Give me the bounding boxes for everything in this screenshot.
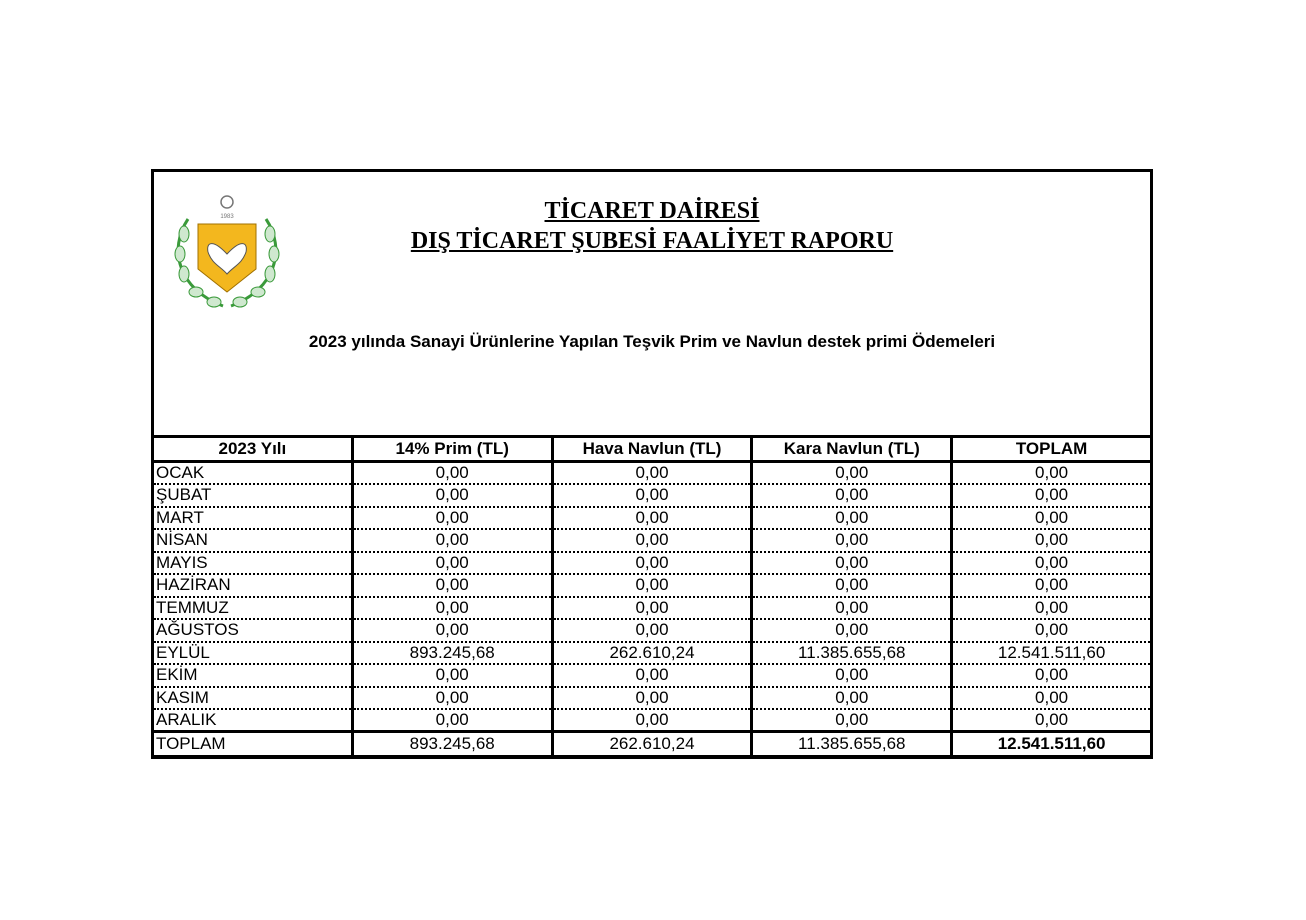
- value-cell: 0,00: [550, 619, 754, 643]
- value-cell: 0,00: [950, 506, 1153, 530]
- value-cell: 0,00: [950, 664, 1153, 688]
- value-cell: 0,00: [950, 709, 1153, 733]
- value-cell: 12.541.511,60: [950, 641, 1153, 665]
- column-header: 2023 Yılı: [151, 435, 354, 463]
- payments-table: 2023 Yılı 14% Prim (TL) Hava Navlun (TL) Ka…: [151, 435, 1153, 758]
- table-row: AĞUSTOS 0,00 0,00 0,00 0,00: [151, 619, 1153, 643]
- value-cell: 0,00: [750, 484, 954, 508]
- value-cell: 0,00: [350, 484, 554, 508]
- table-row: MAYIS 0,00 0,00 0,00 0,00: [151, 551, 1153, 575]
- table-row: MART 0,00 0,00 0,00 0,00: [151, 506, 1153, 530]
- month-cell: EKİM: [151, 664, 354, 688]
- value-cell: 0,00: [350, 461, 554, 485]
- table-row: KASIM 0,00 0,00 0,00 0,00: [151, 686, 1153, 710]
- value-cell: 11.385.655,68: [750, 641, 954, 665]
- value-cell: 0,00: [350, 529, 554, 553]
- value-cell: 0,00: [950, 529, 1153, 553]
- value-cell: 0,00: [550, 686, 754, 710]
- value-cell: 0,00: [350, 596, 554, 620]
- value-cell: 0,00: [750, 664, 954, 688]
- month-cell: MART: [151, 506, 354, 530]
- value-cell: 0,00: [750, 551, 954, 575]
- value-cell: 0,00: [950, 461, 1153, 485]
- value-cell: 0,00: [350, 709, 554, 733]
- total-value-cell: 11.385.655,68: [750, 730, 954, 758]
- month-cell: OCAK: [151, 461, 354, 485]
- value-cell: 0,00: [750, 596, 954, 620]
- value-cell: 0,00: [950, 551, 1153, 575]
- value-cell: 0,00: [550, 664, 754, 688]
- table-row: TEMMUZ 0,00 0,00 0,00 0,00: [151, 596, 1153, 620]
- value-cell: 0,00: [350, 619, 554, 643]
- value-cell: 0,00: [950, 484, 1153, 508]
- table-row: ARALIK 0,00 0,00 0,00 0,00: [151, 709, 1153, 733]
- month-cell: NİSAN: [151, 529, 354, 553]
- value-cell: 0,00: [350, 551, 554, 575]
- value-cell: 0,00: [950, 619, 1153, 643]
- total-row: TOPLAM 893.245,68 262.610,24 11.385.655,68 1…: [151, 730, 1153, 758]
- svg-text:1983: 1983: [220, 214, 234, 220]
- month-cell: KASIM: [151, 686, 354, 710]
- report-subtitle-heading: DIŞ TİCARET ŞUBESİ FAALİYET RAPORU: [410, 228, 894, 254]
- table-row: EYLÜL 893.245,68 262.610,24 11.385.655,68 12…: [151, 641, 1153, 665]
- table-row: NİSAN 0,00 0,00 0,00 0,00: [151, 529, 1153, 553]
- table-row: EKİM 0,00 0,00 0,00 0,00: [151, 664, 1153, 688]
- value-cell: 0,00: [550, 529, 754, 553]
- value-cell: 0,00: [350, 664, 554, 688]
- column-header: 14% Prim (TL): [350, 435, 554, 463]
- value-cell: 893.245,68: [350, 641, 554, 665]
- value-cell: 0,00: [550, 506, 754, 530]
- month-cell: EYLÜL: [151, 641, 354, 665]
- value-cell: 0,00: [750, 529, 954, 553]
- total-value-cell: 262.610,24: [550, 730, 754, 758]
- column-header: Hava Navlun (TL): [550, 435, 754, 463]
- value-cell: 0,00: [350, 506, 554, 530]
- table-row: OCAK 0,00 0,00 0,00 0,00: [151, 461, 1153, 485]
- value-cell: 0,00: [750, 574, 954, 598]
- value-cell: 0,00: [350, 574, 554, 598]
- table-row: HAZİRAN 0,00 0,00 0,00 0,00: [151, 574, 1153, 598]
- value-cell: 0,00: [550, 461, 754, 485]
- total-value-cell: 893.245,68: [350, 730, 554, 758]
- value-cell: 0,00: [350, 686, 554, 710]
- month-cell: ŞUBAT: [151, 484, 354, 508]
- value-cell: 0,00: [750, 461, 954, 485]
- table-row: ŞUBAT 0,00 0,00 0,00 0,00: [151, 484, 1153, 508]
- value-cell: 0,00: [750, 686, 954, 710]
- column-header: Kara Navlun (TL): [750, 435, 954, 463]
- value-cell: 0,00: [950, 596, 1153, 620]
- value-cell: 0,00: [950, 686, 1153, 710]
- value-cell: 0,00: [550, 484, 754, 508]
- total-label: TOPLAM: [151, 730, 354, 758]
- report-description: 2023 yılında Sanayi Ürünlerine Yapılan T…: [308, 332, 996, 351]
- value-cell: 0,00: [550, 596, 754, 620]
- value-cell: 0,00: [750, 619, 954, 643]
- value-cell: 262.610,24: [550, 641, 754, 665]
- coat-of-arms-logo: 1983: [174, 195, 280, 308]
- month-cell: ARALIK: [151, 709, 354, 733]
- value-cell: 0,00: [550, 574, 754, 598]
- value-cell: 0,00: [750, 506, 954, 530]
- column-header: TOPLAM: [950, 435, 1153, 463]
- month-cell: TEMMUZ: [151, 596, 354, 620]
- report-title: TİCARET DAİRESİ: [544, 198, 760, 224]
- value-cell: 0,00: [550, 551, 754, 575]
- value-cell: 0,00: [750, 709, 954, 733]
- month-cell: MAYIS: [151, 551, 354, 575]
- report-frame: 1983 TİCARET DAİRESİ DIŞ TİCARET ŞUBESİ …: [151, 169, 1153, 759]
- total-value-cell: 12.541.511,60: [950, 730, 1153, 758]
- value-cell: 0,00: [550, 709, 754, 733]
- month-cell: AĞUSTOS: [151, 619, 354, 643]
- month-cell: HAZİRAN: [151, 574, 354, 598]
- value-cell: 0,00: [950, 574, 1153, 598]
